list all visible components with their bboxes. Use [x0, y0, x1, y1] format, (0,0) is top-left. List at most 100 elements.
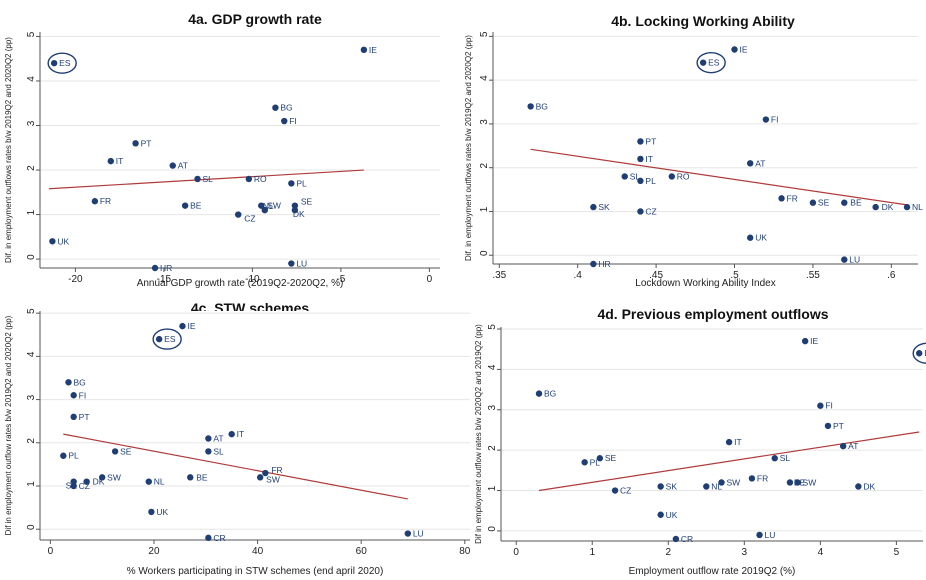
data-point-uk: [49, 238, 56, 245]
data-point-pl: [637, 177, 644, 185]
data-point-se: [596, 455, 604, 462]
data-point-cz: [70, 482, 77, 490]
data-point-ie: [731, 46, 738, 53]
x-tick-label: 80: [459, 546, 471, 557]
data-point-uk: [657, 511, 664, 518]
point-label-uk: UK: [156, 507, 168, 517]
y-tick-label: 4: [26, 351, 37, 357]
data-point-se: [291, 202, 299, 209]
y-tick-label: 2: [479, 162, 490, 168]
data-point-it: [228, 430, 235, 438]
data-point-fi: [817, 402, 824, 409]
point-label-es: ES: [708, 58, 720, 68]
point-label-es: ES: [164, 334, 176, 344]
data-point-ie: [179, 322, 186, 330]
point-label-fi: FI: [289, 116, 297, 126]
highlight-ring: [47, 52, 77, 74]
point-label-fr: FR: [787, 193, 798, 203]
data-point-uk: [746, 234, 754, 241]
y-tick-label: 5: [26, 308, 37, 314]
point-label-it: IT: [734, 437, 742, 447]
scatter-chart-4a: 4a. GDP growth rate 0 1 2 3 4 5 -20 -15 -10 -5 0 E…: [4, 11, 440, 289]
x-tick-label: 20: [148, 546, 160, 557]
data-point-uk: [148, 508, 155, 516]
y-tick-label: 1: [26, 481, 37, 487]
x-tick-label: 60: [356, 546, 368, 557]
y-tick-label: 4: [26, 76, 37, 82]
data-point-dk: [872, 203, 879, 211]
point-label-lu: LU: [413, 529, 424, 539]
point-label-sw: SW: [803, 477, 817, 487]
x-tick-label: 40: [252, 546, 264, 557]
x-tick-label: -10: [245, 274, 260, 285]
x-tick-label: .35: [492, 270, 506, 281]
data-point-bg: [65, 379, 72, 386]
point-label-cz: CZ: [244, 214, 255, 224]
data-point-pl: [60, 452, 67, 459]
y-tick-label: 3: [479, 119, 490, 125]
data-point-bg: [535, 390, 543, 397]
plot-area: [493, 32, 918, 264]
point-label-fi: FI: [79, 390, 87, 400]
data-point-fr: [748, 475, 756, 482]
data-point-sl: [621, 173, 628, 180]
data-point-es: [155, 335, 163, 343]
x-tick-label: 3: [742, 547, 748, 558]
data-point-dk: [291, 206, 299, 214]
x-axis-title: % Workers participating in STW schemes (…: [127, 566, 384, 577]
data-point-be: [786, 479, 794, 486]
y-tick-label: 0: [26, 524, 37, 530]
point-label-at: AT: [848, 441, 858, 451]
data-point-pl: [288, 180, 295, 187]
data-point-ro: [668, 173, 675, 180]
x-tick-label: 0: [513, 547, 519, 558]
x-tick-label: -20: [68, 274, 83, 285]
point-label-hr: HR: [598, 259, 610, 269]
data-point-sw: [98, 474, 106, 481]
point-label-nl: NL: [912, 202, 923, 212]
data-point-es: [50, 59, 58, 67]
data-point-it: [107, 157, 114, 165]
y-tick-label: 0: [26, 254, 37, 260]
x-tick-label: .45: [649, 270, 663, 281]
data-point-fr: [778, 195, 785, 202]
plot-area: [40, 311, 470, 540]
y-tick-label: 0: [479, 250, 490, 256]
data-point-cz: [637, 208, 644, 215]
point-label-lu: LU: [296, 259, 307, 269]
point-label-sl: SL: [630, 171, 641, 181]
x-tick-label: -15: [157, 274, 172, 285]
point-label-ie: IE: [187, 321, 195, 331]
point-label-be: BE: [190, 201, 202, 211]
y-tick-label: 4: [479, 75, 490, 81]
point-label-dk: DK: [93, 477, 105, 487]
point-label-bg: BG: [73, 377, 85, 387]
data-point-be: [187, 474, 194, 481]
y-axis-title: Dif. in employment outflows rates b/w 20…: [4, 37, 13, 263]
x-tick-label: 0: [48, 546, 54, 557]
panel-4d-previous-employment-outflows: 4d. Previous employment outflows 0 1 2 3 4 5 0…: [473, 295, 926, 580]
data-point-nl: [261, 206, 268, 214]
data-point-it: [725, 438, 733, 446]
data-point-se: [111, 448, 119, 455]
data-point-at: [746, 160, 754, 167]
point-label-ro: RO: [254, 174, 267, 184]
point-label-sl: SL: [213, 446, 224, 456]
data-point-fi: [762, 116, 770, 123]
point-label-nl: NL: [711, 481, 722, 491]
data-point-pl: [581, 459, 588, 466]
scatter-chart-4d: 4d. Previous employment outflows 0 1 2 3 4 5 0…: [474, 306, 926, 577]
x-tick-label: .6: [887, 270, 896, 281]
point-label-pt: PT: [141, 138, 152, 148]
point-label-uk: UK: [57, 236, 69, 246]
data-point-es: [915, 350, 923, 357]
point-label-dk: DK: [882, 202, 894, 212]
point-label-bg: BG: [280, 103, 292, 113]
data-point-nl: [145, 478, 152, 485]
data-point-at: [169, 162, 176, 169]
point-label-fr: FR: [757, 473, 768, 483]
point-label-sw: SW: [266, 474, 280, 484]
point-label-pt: PT: [79, 412, 90, 422]
y-axis-title: Dif in employment outflow rates b/w 2019…: [4, 315, 13, 535]
